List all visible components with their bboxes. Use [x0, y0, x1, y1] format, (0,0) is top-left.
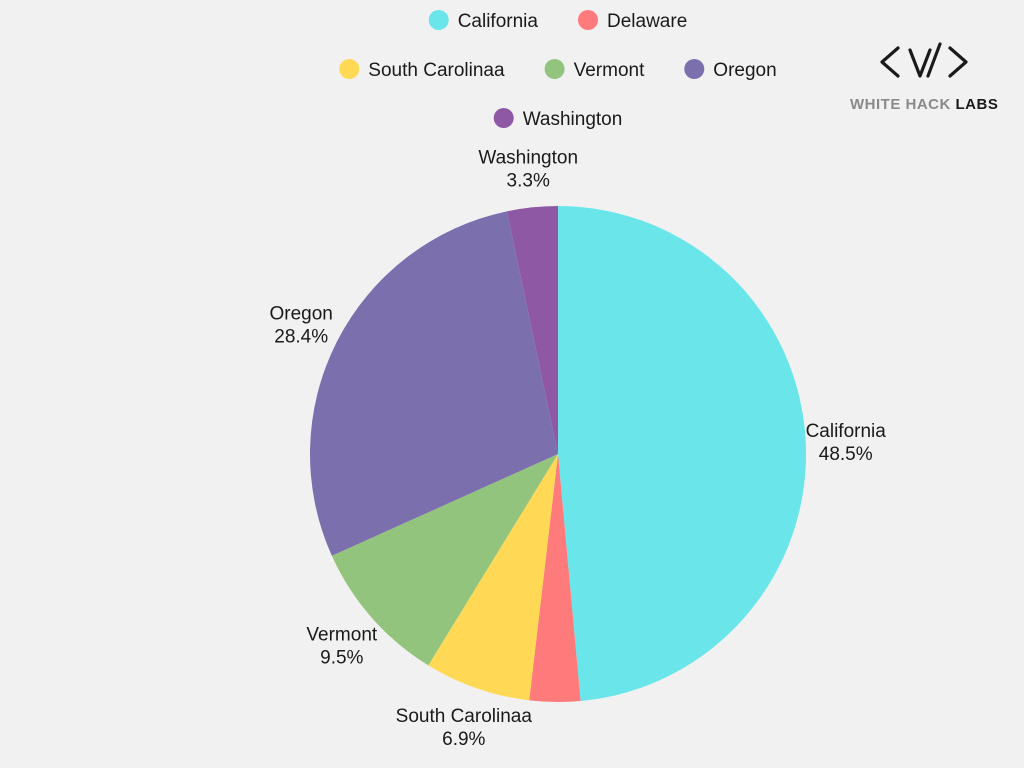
legend-item-california: California: [428, 10, 539, 32]
legend-label: California: [458, 11, 539, 32]
slice-label-name: South Carolinaa: [396, 706, 533, 727]
legend-swatch: [428, 10, 449, 30]
pie-slice-california: [558, 206, 807, 701]
slice-label-value: 28.4%: [274, 327, 328, 348]
legend-label: South Carolinaa: [368, 60, 505, 81]
legend-label: Delaware: [607, 11, 687, 32]
slice-label-value: 6.9%: [442, 729, 485, 750]
legend-swatch: [578, 10, 598, 30]
slice-label-name: Vermont: [306, 624, 377, 645]
legend-item-oregon: Oregon: [684, 59, 777, 81]
legend-item-washington: Washington: [493, 108, 623, 130]
pie-slice-south-carolinaa: [428, 454, 558, 701]
code-brackets-icon: [880, 42, 968, 78]
legend-label: Oregon: [713, 60, 776, 81]
company-logo: WHITE HACK LABS: [850, 40, 1000, 120]
legend-item-vermont: Vermont: [544, 59, 645, 81]
slice-label-name: California: [806, 421, 887, 442]
legend-swatch: [493, 108, 514, 128]
legend-swatch: [544, 59, 565, 79]
legend-item-delaware: Delaware: [578, 10, 687, 32]
legend-label: Vermont: [574, 60, 645, 81]
legend-swatch: [684, 59, 705, 79]
logo-text-accent: LABS: [955, 96, 999, 113]
pie-slice-oregon: [309, 211, 558, 556]
logo-wordmark: WHITE HACK LABS: [850, 96, 1000, 113]
logo-text-main: WHITE HACK: [850, 96, 956, 113]
slice-label-name: Washington: [478, 148, 578, 169]
pie-slice-vermont: [331, 454, 558, 666]
legend-swatch: [339, 59, 360, 79]
slice-label-value: 3.3%: [507, 171, 550, 192]
slice-label-value: 9.5%: [320, 647, 363, 668]
pie-slice-delaware: [529, 454, 581, 702]
legend-label: Washington: [523, 109, 623, 130]
slice-label-name: Oregon: [270, 304, 333, 325]
pie-slice-washington: [506, 206, 558, 454]
legend-item-south-carolinaa: South Carolinaa: [339, 59, 505, 81]
slice-label-value: 48.5%: [819, 444, 873, 465]
